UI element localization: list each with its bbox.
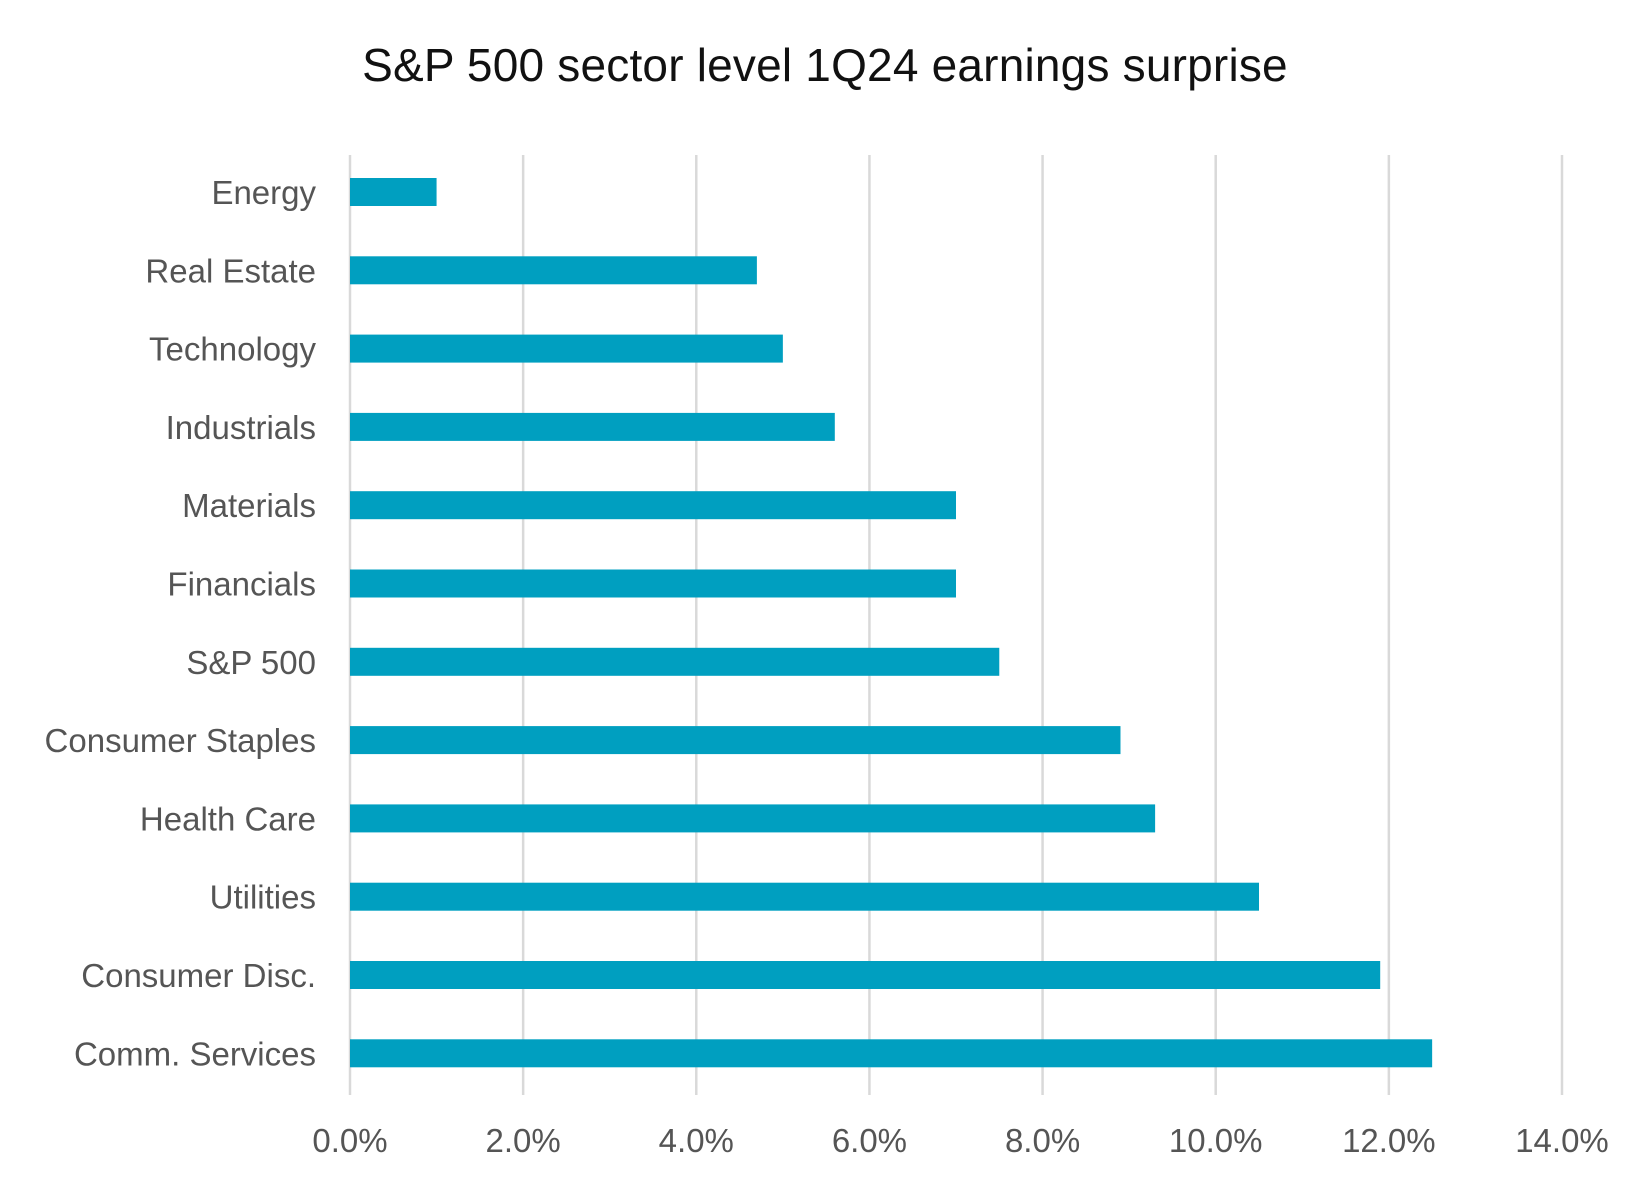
bar bbox=[350, 1039, 1433, 1068]
x-tick-label: 10.0% bbox=[1169, 1122, 1263, 1159]
bar bbox=[350, 569, 956, 598]
x-tick-label: 0.0% bbox=[312, 1122, 387, 1159]
x-tick-label: 8.0% bbox=[1005, 1122, 1080, 1159]
category-labels: Energy Real Estate Technology Industrials Ma… bbox=[45, 174, 317, 1072]
category-label: Industrials bbox=[166, 409, 316, 446]
category-label: Energy bbox=[211, 174, 316, 211]
category-label: Comm. Services bbox=[74, 1035, 316, 1072]
x-tick-label: 14.0% bbox=[1515, 1122, 1609, 1159]
bar bbox=[350, 178, 437, 206]
category-label: Utilities bbox=[210, 879, 316, 916]
x-tick-label: 12.0% bbox=[1342, 1122, 1436, 1159]
category-label: Consumer Disc. bbox=[81, 957, 316, 994]
category-label: S&P 500 bbox=[186, 644, 316, 681]
bar bbox=[350, 961, 1381, 989]
x-tick-label: 6.0% bbox=[832, 1122, 907, 1159]
chart-title: S&P 500 sector level 1Q24 earnings surpr… bbox=[362, 39, 1288, 91]
bar bbox=[350, 726, 1121, 755]
gridlines bbox=[348, 155, 1564, 1095]
bar bbox=[350, 804, 1156, 833]
bars bbox=[350, 178, 1433, 1068]
category-label: Financials bbox=[167, 566, 316, 603]
bar bbox=[350, 334, 783, 363]
category-label: Materials bbox=[182, 487, 316, 524]
category-label: Technology bbox=[149, 331, 316, 368]
bar bbox=[350, 647, 1000, 676]
bar bbox=[350, 882, 1259, 911]
category-label: Real Estate bbox=[145, 252, 316, 289]
category-label: Health Care bbox=[140, 800, 316, 837]
x-axis-tick-labels: 0.0% 2.0% 4.0% 6.0% 8.0% 10.0% 12.0% 14.0% bbox=[312, 1122, 1608, 1159]
bar bbox=[350, 412, 835, 441]
x-tick-label: 4.0% bbox=[659, 1122, 734, 1159]
x-tick-label: 2.0% bbox=[486, 1122, 561, 1159]
category-label: Consumer Staples bbox=[45, 722, 316, 759]
bar bbox=[350, 491, 956, 520]
bar bbox=[350, 256, 757, 285]
